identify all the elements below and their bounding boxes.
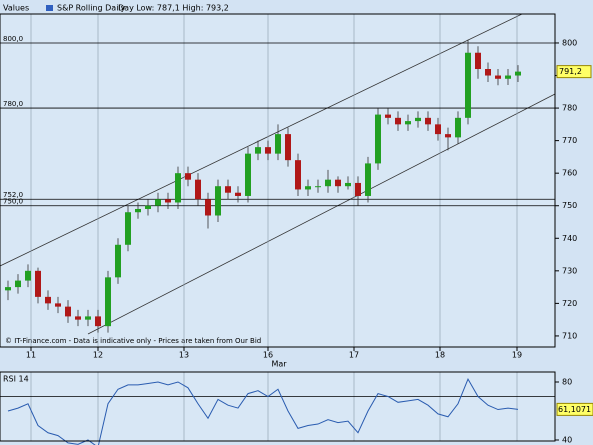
price-panel xyxy=(0,14,555,347)
day-range: Day Low: 787,1 High: 793,2 xyxy=(118,4,229,13)
candle-body xyxy=(255,147,261,154)
x-tick-label: 11 xyxy=(26,351,36,360)
candle-body xyxy=(295,160,301,190)
y-tick-label: 800 xyxy=(562,38,577,47)
candle-body xyxy=(475,52,481,70)
rsi-frame xyxy=(0,371,556,442)
y-tick-label: 720 xyxy=(562,299,577,308)
y-tick-label: 710 xyxy=(562,331,577,340)
candle-body xyxy=(325,179,331,187)
candle-body xyxy=(205,199,211,216)
footer: © IT-Finance.com - Data is indicative on… xyxy=(5,337,261,345)
candle-body xyxy=(215,186,221,216)
candle-body xyxy=(275,134,281,154)
candle-body xyxy=(445,134,451,138)
candle-body xyxy=(455,117,461,138)
candle-body xyxy=(55,303,61,307)
y-tick-label: 760 xyxy=(562,169,577,178)
y-tick-label: 750 xyxy=(562,201,577,210)
y-tick-label: 730 xyxy=(562,266,577,275)
y-tick-label: 740 xyxy=(562,234,577,243)
candle-body xyxy=(415,117,421,122)
rsi-line xyxy=(7,377,519,445)
candle-body xyxy=(105,277,111,327)
candle-body xyxy=(335,179,341,187)
level-label: 750,0 xyxy=(3,198,23,206)
candle-body xyxy=(355,182,361,196)
x-tick-label: 17 xyxy=(349,351,359,360)
candle-body xyxy=(45,296,51,304)
channel-lower xyxy=(87,93,556,335)
candle-body xyxy=(495,75,501,79)
candle-body xyxy=(85,316,91,320)
candle-body xyxy=(5,287,11,291)
x-tick-label: 16 xyxy=(263,351,273,360)
candle-body xyxy=(155,199,161,206)
level-label: 752,0 xyxy=(3,191,23,199)
price-frame xyxy=(0,13,556,348)
candle-body xyxy=(195,179,201,200)
candle-body xyxy=(265,147,271,154)
x-tick-label: 13 xyxy=(179,351,189,360)
candle-body xyxy=(375,114,381,164)
candle-body xyxy=(135,208,141,213)
candle-body xyxy=(425,117,431,125)
candle-body xyxy=(365,163,371,196)
candle-body xyxy=(75,316,81,320)
candle-body xyxy=(395,117,401,125)
candle-body xyxy=(185,173,191,180)
candle-body xyxy=(175,173,181,203)
channel-upper xyxy=(0,13,523,267)
x-tick-label: 12 xyxy=(93,351,103,360)
candle-body xyxy=(485,69,491,76)
y-tick-label: 40 xyxy=(562,435,572,444)
candle-body xyxy=(435,124,441,135)
candle-body xyxy=(165,199,171,203)
x-axis-label: Mar xyxy=(271,360,287,369)
last-value-label: 61,1071 xyxy=(558,405,591,414)
x-tick-label: 19 xyxy=(512,351,522,360)
rsi-panel xyxy=(0,372,555,441)
y-tick-label: 80 xyxy=(562,378,572,387)
candle-body xyxy=(385,114,391,118)
candle-body xyxy=(235,192,241,196)
candle-body xyxy=(125,212,131,245)
candle-body xyxy=(285,134,291,161)
last-value-box xyxy=(556,65,592,79)
candle-body xyxy=(515,71,521,76)
candle-body xyxy=(465,52,471,118)
legend-label: S&P Rolling Daily xyxy=(57,4,126,13)
candle-body xyxy=(15,280,21,288)
legend-swatch xyxy=(46,5,53,11)
chart-title: Values xyxy=(3,4,29,13)
candle-body xyxy=(345,182,351,187)
candle-body xyxy=(25,270,31,281)
candle-body xyxy=(225,186,231,193)
level-label: 800,0 xyxy=(3,35,23,43)
y-tick-label: 770 xyxy=(562,136,577,145)
candle-body xyxy=(115,244,121,278)
candle-body xyxy=(35,270,41,297)
candle-body xyxy=(505,75,511,79)
x-tick-label: 18 xyxy=(435,351,445,360)
rsi-title: RSI 14 xyxy=(3,375,29,384)
candle-body xyxy=(405,121,411,125)
candle-body xyxy=(245,153,251,196)
last-value-label: 791,2 xyxy=(559,67,582,76)
candle-body xyxy=(315,186,321,188)
candle-body xyxy=(305,186,311,190)
candle-body xyxy=(95,316,101,327)
level-label: 780,0 xyxy=(3,100,23,108)
y-tick-label: 780 xyxy=(562,104,577,113)
candle-body xyxy=(65,306,71,317)
last-value-box xyxy=(556,402,593,416)
candle-body xyxy=(145,205,151,209)
